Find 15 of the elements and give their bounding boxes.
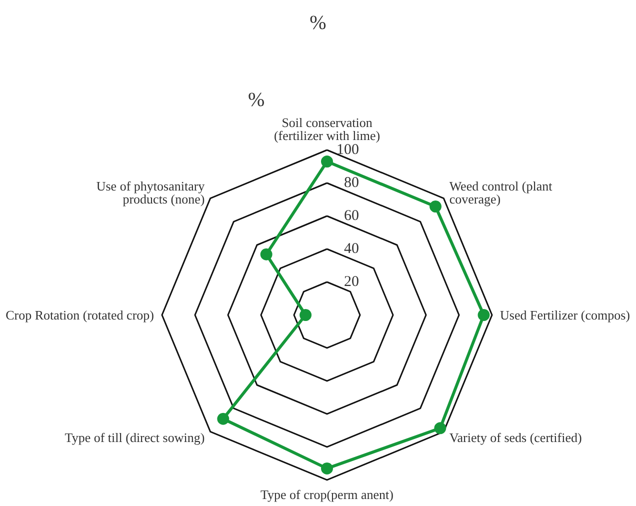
text: % (248, 89, 265, 111)
spoke-label: Used Fertilizer (compos) (500, 308, 630, 322)
spoke-label: Type of crop(perm anent) (260, 487, 394, 502)
spoke-label: Crop Rotation (rotated crop) (6, 308, 154, 322)
spoke-label: Soil conservation (fertilizer with lime) (274, 115, 380, 143)
y-tick-label: 60 (344, 208, 359, 224)
spoke-label: Use of phytosanitary products (none) (96, 178, 206, 207)
spoke-label: Variety of seds (certified) (449, 430, 582, 445)
spoke-label: Type of till (direct sowing) (64, 430, 205, 445)
y-tick-label: 40 (344, 241, 359, 257)
y-tick-label: 80 (344, 175, 359, 191)
y-tick-label: 20 (344, 274, 359, 290)
chart-title: % (310, 12, 326, 34)
y-tick-label: 100 (336, 142, 359, 158)
spoke-label: Weed control (plant coverage) (449, 178, 553, 207)
